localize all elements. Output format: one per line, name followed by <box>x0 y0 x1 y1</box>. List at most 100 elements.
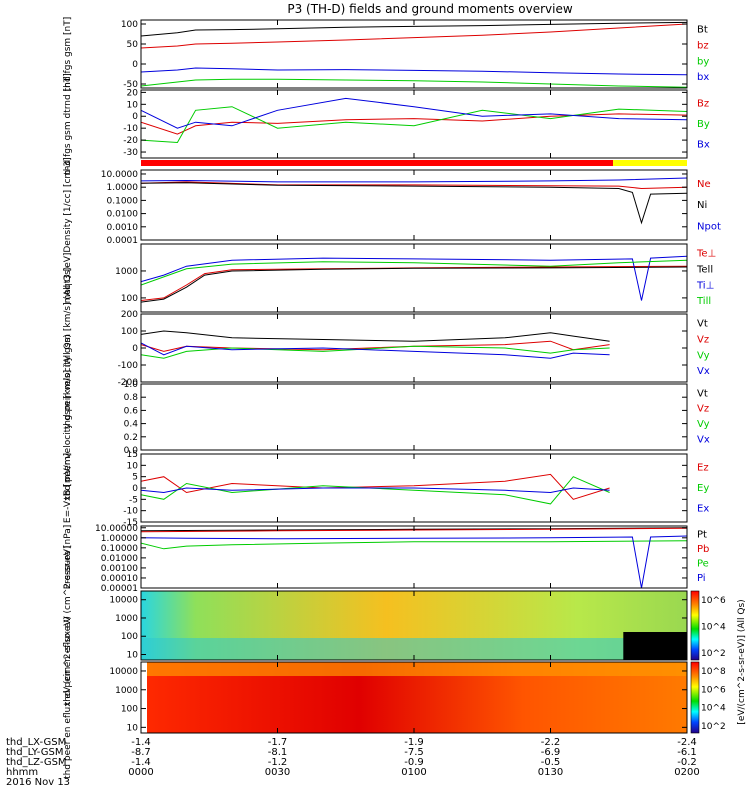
flag-bar-yellow <box>613 160 687 166</box>
colorbar-strip <box>690 590 700 661</box>
colorbar: 10^6 10^4 10^2 10^8 10^6 10^4 10^2 [eV/(cm^2-s-… <box>690 590 747 734</box>
y-axis-label: thd fgs gsm dtrnd [nT] <box>63 73 73 175</box>
y-tick-label: 100 <box>121 294 138 304</box>
y-tick-label: 0 <box>132 112 138 122</box>
panel-2: 20 10 0 -10 -20 -30 thd fgs gsm dtrnd [nT] Bz By… <box>63 73 710 175</box>
legend-bx: bx <box>697 72 709 83</box>
x-axis-row-value: -6.1 <box>677 747 697 758</box>
series-Pi-line <box>141 535 687 588</box>
x-axis-row-value: -1.4 <box>131 737 151 748</box>
y-tick-label: 0 <box>132 60 138 70</box>
series-Ne-line <box>141 181 687 190</box>
legend-Pt: Pt <box>697 530 707 541</box>
x-axis-row-value: -1.7 <box>268 737 288 748</box>
x-axis-row-value: -0.9 <box>404 757 424 768</box>
x-axis-row-value: 0200 <box>674 767 699 778</box>
panel-6: 1.0 0.8 0.6 0.4 0.2 0.0 thd peer velocity gsm … <box>63 334 710 500</box>
y-tick-label: -15 <box>123 518 138 528</box>
x-axis-row-value: -7.5 <box>404 747 424 758</box>
y-tick-label: 0.2 <box>124 433 138 443</box>
y-tick-label: 0.1000 <box>107 196 139 206</box>
colorbar-tick-label: 10^6 <box>701 596 726 606</box>
y-axis-label: moqt3 [eV] <box>63 253 73 304</box>
x-axis-row-label: hhmm <box>6 767 38 778</box>
x-axis-row-value: -1.2 <box>268 757 288 768</box>
y-tick-label: 1.0 <box>124 380 139 390</box>
y-tick-label: 0.6 <box>124 406 139 416</box>
y-tick-label: 0.00001 <box>101 584 138 594</box>
series-Vt-line <box>141 330 610 342</box>
quality-flag-bar <box>141 160 687 166</box>
y-tick-label: 10 <box>127 723 139 733</box>
legend-Vy: Vy <box>697 350 710 361</box>
panel-frame <box>140 89 688 159</box>
series-Ni-line <box>141 182 687 225</box>
series-Tell-line <box>141 266 687 303</box>
panel-3: 10.0000 1.0000 0.1000 0.0100 0.0010 0.0001 Den… <box>63 157 721 252</box>
y-tick-label: 0.0100 <box>107 210 139 220</box>
series-Ti⊥-line <box>141 255 687 301</box>
panel-4: 1000 100 moqt3 [eV] Te⊥ Tell Ti⊥ Till <box>63 243 716 313</box>
series-Vz-line <box>141 340 610 352</box>
legend-Ex: Ex <box>697 504 709 515</box>
colorbar-tick-label: 10^4 <box>701 704 726 714</box>
panel-1: 100 50 0 -50 thd fgs gsm [nT] Bt bz by bx <box>63 17 709 92</box>
y-tick-label: 100 <box>121 632 138 642</box>
y-axis-label: Pressure [nPa] <box>63 525 73 590</box>
panel-frame <box>140 243 688 313</box>
x-axis-row-label: thd_LX-GSM <box>6 737 66 748</box>
y-axis-label: thd peir velocity gsm [km/s] (All Qs) <box>63 267 73 430</box>
legend-Vt: Vt <box>697 388 708 399</box>
series-Pe-line <box>141 540 687 550</box>
y-tick-label: 100 <box>121 327 138 337</box>
series-Bz-line <box>141 113 687 135</box>
y-tick-label: 10 <box>127 651 139 661</box>
spectrogram-no-data-region <box>623 632 687 660</box>
colorbar-tick-label: 10^4 <box>701 623 726 633</box>
y-axis-label: Density [1/cc] [cm-3] <box>63 157 73 252</box>
legend-Ez: Ez <box>697 462 709 473</box>
panel-frame <box>140 525 688 589</box>
x-axis-row-value: 0130 <box>538 767 563 778</box>
y-tick-label: 100 <box>121 705 138 715</box>
x-axis-row-value: -1.9 <box>404 737 424 748</box>
x-axis-row-value: -2.4 <box>677 737 697 748</box>
y-axis-label: thd peer velocity gsm [km/s] (All Qs) <box>63 334 73 500</box>
x-axis-row-value: -6.9 <box>541 747 561 758</box>
colorbar-tick-label: 10^2 <box>701 649 726 659</box>
colorbar-tick-label: 10^8 <box>701 667 726 677</box>
y-axis-label: thd peir en eflux eV (cm^2-s-sr-eV) <box>63 546 73 706</box>
legend-Bx: Bx <box>697 140 710 151</box>
y-tick-label: 1000 <box>115 686 138 696</box>
y-tick-label: 100 <box>121 20 138 30</box>
y-tick-label: 1000 <box>115 614 138 624</box>
x-axis-row-value: -0.2 <box>677 757 697 768</box>
x-axis-row-label: thd_LZ-GSM <box>6 757 67 768</box>
series-Ex-line <box>141 487 610 494</box>
series-Vx-line <box>141 342 610 359</box>
y-tick-label: 10000 <box>109 667 138 677</box>
y-tick-label: -50 <box>123 80 138 90</box>
x-axis-row-value: -2.2 <box>541 737 561 748</box>
colorbar-tick-label: 10^6 <box>701 685 726 695</box>
legend-Vt: Vt <box>697 319 708 330</box>
legend-Ni: Ni <box>697 200 707 211</box>
y-tick-label: 0.0001 <box>107 236 139 246</box>
legend-Pb: Pb <box>697 544 709 555</box>
legend-By: By <box>697 119 710 130</box>
legend-Pi: Pi <box>697 573 706 584</box>
legend-Till: Till <box>696 296 711 307</box>
y-tick-label: 0 <box>132 344 138 354</box>
y-tick-label: 10.0000 <box>101 170 138 180</box>
x-axis-row-value: 0100 <box>401 767 426 778</box>
legend-Te⊥: Te⊥ <box>696 249 716 260</box>
y-tick-label: 0 <box>132 484 138 494</box>
series-Te⊥-line <box>141 265 687 301</box>
legend-Vy: Vy <box>697 419 710 430</box>
x-axis-row-value: -8.1 <box>268 747 288 758</box>
series-bx-line <box>141 67 687 76</box>
